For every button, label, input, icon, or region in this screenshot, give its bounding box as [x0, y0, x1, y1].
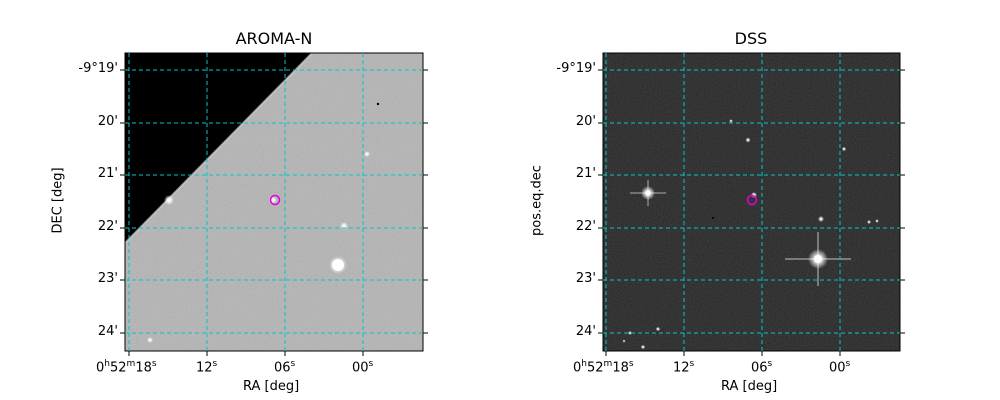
aroma-grid	[125, 53, 423, 351]
star-spot	[867, 220, 871, 224]
x-axis-label: RA [deg]	[721, 379, 778, 394]
x-tick-label: 00s	[829, 359, 851, 376]
y-tick-label: 24'	[97, 324, 118, 339]
x-tick-label: 12s	[196, 359, 218, 376]
y-tick-label: 21'	[575, 166, 596, 181]
star-spike	[630, 180, 666, 206]
star-spot	[364, 151, 370, 157]
y-tick-label: 20'	[575, 114, 596, 129]
dss-frame	[602, 52, 901, 352]
y-tick-label: 22'	[575, 219, 596, 234]
y-tick-label: 23'	[97, 271, 118, 286]
dss-image	[603, 53, 900, 351]
y-tick-label: 20'	[97, 114, 118, 129]
target-marker	[746, 194, 758, 206]
dss-grid	[603, 53, 900, 351]
panel-title-dss: DSS	[734, 29, 768, 48]
star-spot	[164, 195, 174, 205]
y-axis-label: DEC [deg]	[50, 167, 66, 234]
x-tick-label: 06s	[751, 359, 773, 376]
star-spot	[340, 222, 348, 230]
dss-ticks	[598, 69, 905, 356]
x-tick-label: 0h52m18s	[573, 359, 634, 376]
y-tick-label: 23'	[575, 271, 596, 286]
x-axis-label: RA [deg]	[243, 379, 300, 394]
y-axis-label: pos.eq.dec	[529, 165, 545, 236]
x-tick-label: 06s	[274, 359, 296, 376]
target-marker	[269, 194, 281, 206]
panel-title-aroma: AROMA-N	[235, 29, 313, 48]
star-spot	[745, 137, 751, 143]
y-tick-label: 22'	[97, 219, 118, 234]
x-tick-label: 0h52m18s	[96, 359, 157, 376]
aroma-ticks	[120, 69, 428, 356]
aroma-image	[125, 53, 423, 351]
y-tick-label: -9°19'	[556, 61, 596, 76]
x-tick-label: 12s	[673, 359, 695, 376]
y-tick-label: 24'	[575, 324, 596, 339]
star-spot	[818, 216, 824, 222]
x-tick-label: 00s	[352, 359, 374, 376]
aroma-frame	[124, 52, 424, 352]
y-tick-label: -9°19'	[78, 61, 118, 76]
y-tick-label: 21'	[97, 166, 118, 181]
